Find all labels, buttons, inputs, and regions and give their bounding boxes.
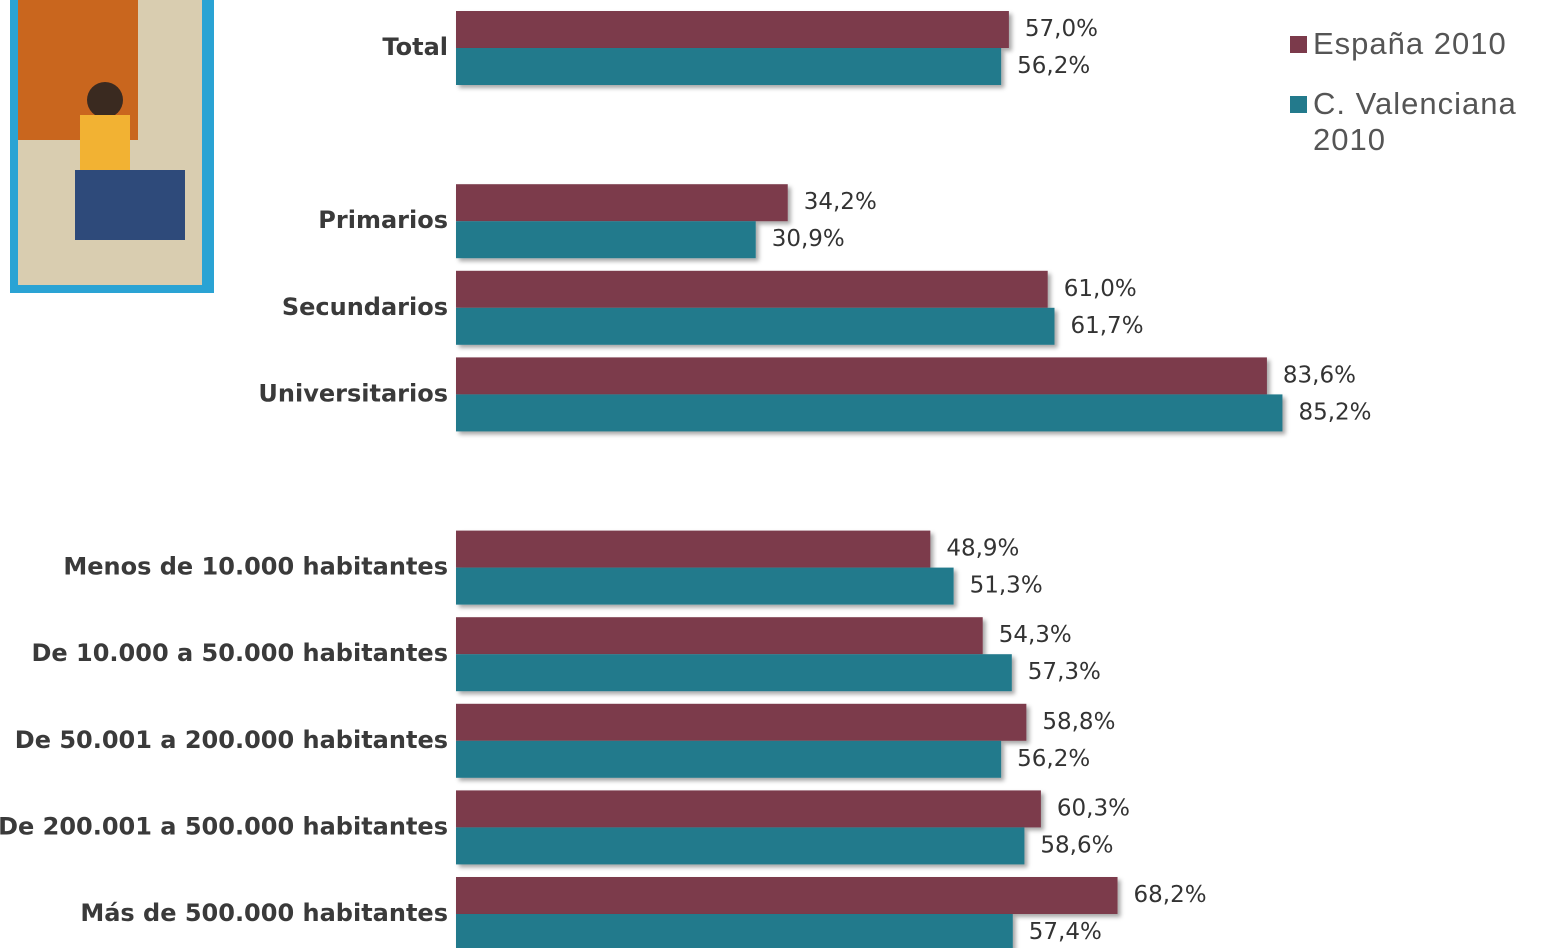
value-label: 56,2% bbox=[1017, 746, 1090, 772]
category-label: Primarios bbox=[318, 206, 448, 234]
category-label: De 50.001 a 200.000 habitantes bbox=[15, 726, 448, 754]
value-label: 34,2% bbox=[804, 189, 877, 215]
bar bbox=[456, 703, 1027, 741]
category-label: Menos de 10.000 habitantes bbox=[63, 553, 448, 581]
bar bbox=[456, 790, 1041, 828]
category-label: Total bbox=[382, 33, 448, 61]
bar bbox=[456, 617, 983, 655]
legend-item: España 2010 bbox=[1290, 26, 1542, 62]
category-label: Secundarios bbox=[282, 293, 448, 321]
legend-swatch bbox=[1290, 96, 1307, 113]
bar bbox=[456, 567, 954, 605]
legend-item: C. Valenciana 2010 bbox=[1290, 86, 1542, 158]
category-label: De 10.000 a 50.000 habitantes bbox=[31, 639, 448, 667]
bar bbox=[456, 530, 931, 568]
value-label: 54,3% bbox=[999, 622, 1072, 648]
bar bbox=[456, 827, 1025, 865]
legend-label: C. Valenciana 2010 bbox=[1313, 86, 1517, 157]
bar bbox=[456, 221, 756, 259]
bar bbox=[456, 307, 1055, 345]
value-label: 51,3% bbox=[970, 573, 1043, 599]
value-label: 48,9% bbox=[946, 536, 1019, 562]
value-label: 58,8% bbox=[1042, 709, 1115, 735]
category-label: Más de 500.000 habitantes bbox=[80, 899, 448, 927]
bar bbox=[456, 184, 788, 222]
value-label: 83,6% bbox=[1283, 362, 1356, 388]
value-label: 61,0% bbox=[1064, 276, 1137, 302]
value-label: 68,2% bbox=[1134, 882, 1207, 908]
value-label: 30,9% bbox=[772, 226, 845, 252]
value-label: 57,3% bbox=[1028, 659, 1101, 685]
value-label: 56,2% bbox=[1017, 53, 1090, 79]
legend-label: España 2010 bbox=[1313, 26, 1507, 61]
bar bbox=[456, 654, 1012, 692]
legend-swatch bbox=[1290, 36, 1307, 53]
value-label: 61,7% bbox=[1070, 313, 1143, 339]
value-label: 57,0% bbox=[1025, 16, 1098, 42]
bar bbox=[456, 11, 1009, 48]
legend: España 2010 C. Valenciana 2010 bbox=[1290, 26, 1542, 182]
photo bbox=[10, 0, 214, 293]
bar bbox=[456, 877, 1118, 914]
category-label: De 200.001 a 500.000 habitantes bbox=[0, 812, 448, 840]
value-label: 60,3% bbox=[1057, 795, 1130, 821]
category-label: Universitarios bbox=[258, 379, 448, 407]
value-label: 85,2% bbox=[1298, 399, 1371, 425]
bar bbox=[456, 740, 1002, 778]
bar bbox=[456, 48, 1002, 85]
bar bbox=[456, 394, 1283, 432]
value-label: 58,6% bbox=[1040, 832, 1113, 858]
value-label: 57,4% bbox=[1029, 919, 1102, 945]
bar bbox=[456, 914, 1013, 948]
bar bbox=[456, 270, 1048, 308]
bar bbox=[456, 357, 1267, 395]
